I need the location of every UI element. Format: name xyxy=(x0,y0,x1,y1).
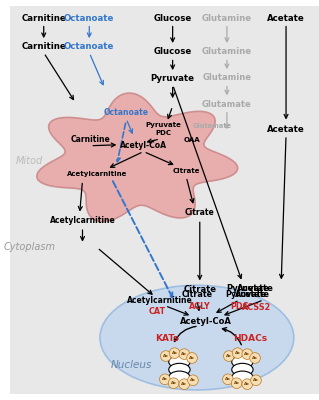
Text: Ac: Ac xyxy=(225,377,231,381)
Text: ACSS2: ACSS2 xyxy=(242,303,271,312)
Circle shape xyxy=(169,348,180,358)
Text: Acetyl-CoA: Acetyl-CoA xyxy=(180,317,232,326)
Text: Mitod: Mitod xyxy=(16,156,43,166)
Circle shape xyxy=(231,378,242,388)
Ellipse shape xyxy=(232,371,253,384)
Circle shape xyxy=(250,353,260,363)
Text: PDC: PDC xyxy=(155,130,171,136)
Text: Octanoate: Octanoate xyxy=(104,108,149,117)
Text: Carnitine: Carnitine xyxy=(70,136,110,144)
Ellipse shape xyxy=(100,285,294,390)
Text: Pyruvate: Pyruvate xyxy=(151,74,195,83)
Ellipse shape xyxy=(169,371,190,384)
Text: PDC: PDC xyxy=(230,302,249,311)
Circle shape xyxy=(168,378,179,388)
Ellipse shape xyxy=(169,363,190,376)
Text: Acetylcarnitine: Acetylcarnitine xyxy=(127,296,193,305)
Text: Glutamine: Glutamine xyxy=(202,14,252,23)
Circle shape xyxy=(251,375,261,386)
Circle shape xyxy=(223,374,233,385)
Text: Ac: Ac xyxy=(226,354,232,358)
Text: Octanoate: Octanoate xyxy=(64,14,115,23)
Text: Carnitine: Carnitine xyxy=(21,14,66,23)
Text: Ac: Ac xyxy=(190,378,196,382)
Text: Acetate: Acetate xyxy=(237,284,273,293)
Text: Glutamate: Glutamate xyxy=(202,100,252,108)
Ellipse shape xyxy=(169,356,190,368)
Text: Ac: Ac xyxy=(181,352,187,356)
Circle shape xyxy=(160,374,170,385)
Text: OAA: OAA xyxy=(184,137,200,143)
Polygon shape xyxy=(37,93,238,222)
Text: Pyruvate: Pyruvate xyxy=(145,122,181,128)
Text: Citrate: Citrate xyxy=(183,285,216,294)
Text: Acetyl-CoA: Acetyl-CoA xyxy=(120,141,167,150)
Circle shape xyxy=(179,349,189,360)
Text: Citrate: Citrate xyxy=(185,208,215,217)
Text: Acetate: Acetate xyxy=(267,125,305,134)
Text: KATs: KATs xyxy=(155,334,179,343)
Text: Glucose: Glucose xyxy=(153,47,192,56)
Text: Acetylcarnitine: Acetylcarnitine xyxy=(67,171,127,177)
Text: ACLY: ACLY xyxy=(189,302,211,311)
Text: Carnitine: Carnitine xyxy=(21,42,66,51)
Text: Ac: Ac xyxy=(181,382,187,386)
Text: Acetylcarnitine: Acetylcarnitine xyxy=(50,216,115,225)
Circle shape xyxy=(224,351,234,361)
Text: Nucleus: Nucleus xyxy=(110,360,152,370)
FancyBboxPatch shape xyxy=(6,2,319,398)
Text: Pyruvate: Pyruvate xyxy=(225,290,266,300)
Text: Ac: Ac xyxy=(189,356,195,360)
Text: Octanoate: Octanoate xyxy=(64,42,115,51)
Ellipse shape xyxy=(232,356,253,368)
Text: Ac: Ac xyxy=(162,377,168,381)
Text: Glutamate: Glutamate xyxy=(193,123,232,129)
Circle shape xyxy=(242,349,253,360)
Text: Ac: Ac xyxy=(244,382,250,386)
Text: Glucose: Glucose xyxy=(153,14,192,23)
Text: Acetate: Acetate xyxy=(267,14,305,23)
Text: Ac: Ac xyxy=(171,381,177,385)
Text: Ac: Ac xyxy=(163,354,169,358)
Text: Citrate: Citrate xyxy=(173,168,200,174)
Circle shape xyxy=(160,351,171,361)
Circle shape xyxy=(179,379,189,390)
Text: Ac: Ac xyxy=(234,381,240,385)
Circle shape xyxy=(242,379,253,390)
Circle shape xyxy=(187,353,197,363)
Text: Cytoplasm: Cytoplasm xyxy=(3,242,55,252)
Text: Citrate: Citrate xyxy=(181,290,212,300)
Text: Ac: Ac xyxy=(244,352,250,356)
Text: Acetate: Acetate xyxy=(234,290,270,300)
Text: Ac: Ac xyxy=(252,356,258,360)
Text: Ac: Ac xyxy=(234,351,241,355)
Text: Glutamine: Glutamine xyxy=(203,73,251,82)
Text: CAT: CAT xyxy=(149,307,166,316)
Text: Pyruvate: Pyruvate xyxy=(226,284,269,293)
Text: Glutamine: Glutamine xyxy=(202,47,252,56)
Text: Ac: Ac xyxy=(172,351,178,355)
Circle shape xyxy=(188,375,198,386)
Circle shape xyxy=(232,348,243,358)
Text: Ac: Ac xyxy=(253,378,259,382)
Text: HDACs: HDACs xyxy=(233,334,267,343)
Ellipse shape xyxy=(232,363,253,376)
